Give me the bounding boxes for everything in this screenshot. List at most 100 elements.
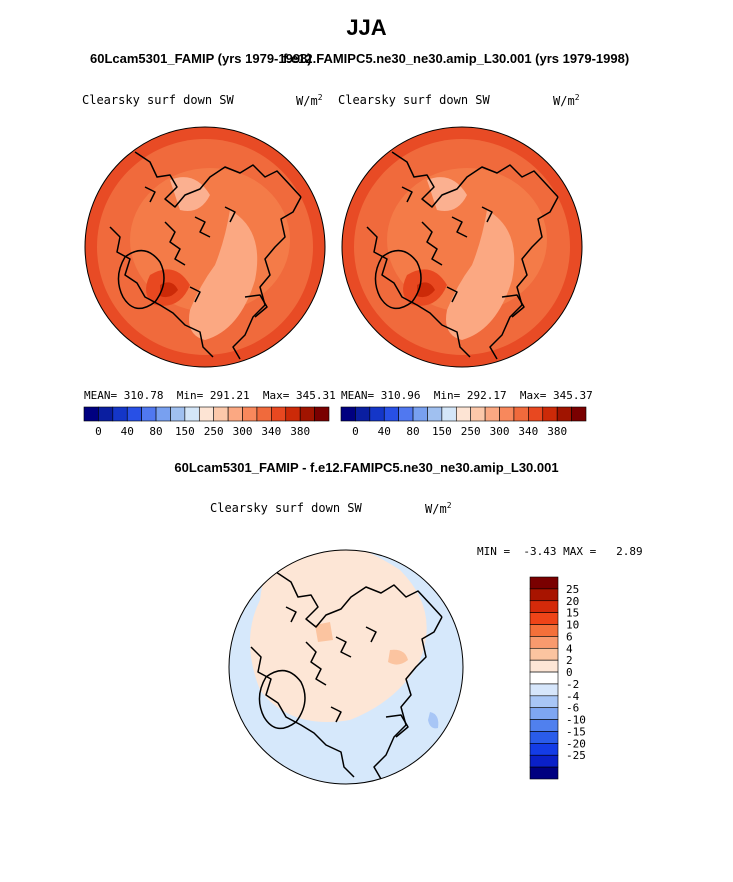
figure-title: JJA (346, 15, 387, 40)
colorbar-left-swatch (242, 406, 258, 422)
map-left (85, 127, 325, 367)
colorbar-diff-swatch (529, 600, 559, 613)
colorbar-right-swatch (484, 406, 500, 422)
panel-right-title: f.e12.FAMIPC5.ne30_ne30.amip_L30.001 (yr… (283, 51, 630, 66)
colorbar-left-swatch (314, 406, 330, 422)
diff-units: W/m2 (425, 501, 452, 516)
colorbar-diff-swatch (529, 731, 559, 744)
colorbar-left-swatch (126, 406, 142, 422)
colorbar-diff-swatch (529, 719, 559, 732)
colorbar-left-swatch (299, 406, 315, 422)
colorbar-left-swatch (285, 406, 301, 422)
colorbar-right-tick-label: 380 (547, 425, 567, 438)
colorbar-right-swatch (499, 406, 515, 422)
colorbar-diff-swatch (529, 612, 559, 625)
colorbar-diff-label: 4 (566, 642, 573, 655)
colorbar-left-swatch (227, 406, 243, 422)
colorbar-left-swatch (83, 406, 99, 422)
panel-right-variable: Clearsky surf down SW (338, 93, 490, 107)
colorbar-right-swatch (383, 406, 399, 422)
colorbar-diff-label: -25 (566, 749, 586, 762)
colorbar-right-tick-label: 80 (406, 425, 419, 438)
panel-left-variable: Clearsky surf down SW (82, 93, 234, 107)
colorbar-diff-label: -2 (566, 678, 579, 691)
colorbar-diff-swatch (529, 647, 559, 661)
colorbar-diff-swatch (529, 707, 559, 720)
colorbar-left-swatch (141, 406, 157, 422)
colorbar-right-swatch (398, 406, 414, 422)
colorbar-right-swatch (528, 406, 544, 422)
colorbar-diff-label: 0 (566, 666, 573, 679)
colorbar-right-tick-label: 250 (461, 425, 481, 438)
colorbar-left-tick-label: 80 (149, 425, 162, 438)
panel-left-units: W/m2 (296, 93, 323, 108)
panel-right-stats: MEAN= 310.96 Min= 292.17 Max= 345.37 (341, 389, 593, 402)
colorbar-diff-label: -15 (566, 725, 586, 738)
colorbar-right-swatch (427, 406, 443, 422)
colorbar-left-tick-label: 150 (175, 425, 195, 438)
colorbar-left-tick-label: 0 (95, 425, 102, 438)
colorbar-diff-label: -6 (566, 702, 579, 715)
panel-right-units: W/m2 (553, 93, 580, 108)
diff-variable: Clearsky surf down SW (210, 501, 362, 515)
colorbar-left-swatch (98, 406, 114, 422)
colorbar-diff-swatch (529, 671, 559, 685)
colorbar-left-swatch (112, 406, 128, 422)
colorbar-right-swatch (441, 406, 457, 422)
colorbar-right: 0 40 80 150 250 300 340 380 (340, 406, 587, 438)
colorbar-diff-swatch (529, 624, 559, 637)
colorbar-diff-swatch (529, 743, 559, 756)
colorbar-diff-label: 6 (566, 630, 573, 643)
colorbar-diff-label: -10 (566, 714, 586, 727)
colorbar-diff-swatch (529, 766, 559, 780)
colorbar-left-tick-label: 380 (290, 425, 310, 438)
colorbar-right-tick-label: 150 (432, 425, 452, 438)
colorbar-right-swatch (369, 406, 385, 422)
colorbar-right-swatch (513, 406, 529, 422)
colorbar-right-swatch (340, 406, 356, 422)
colorbar-diff-label: -20 (566, 737, 586, 750)
colorbar-right-tick-label: 0 (352, 425, 359, 438)
colorbar-left-tick-label: 250 (204, 425, 224, 438)
colorbar-right-tick-label: 340 (518, 425, 538, 438)
colorbar-diff-swatch (529, 636, 559, 649)
colorbar-right-swatch (470, 406, 486, 422)
colorbar-left-swatch (170, 406, 186, 422)
panel-left-stats: MEAN= 310.78 Min= 291.21 Max= 345.31 (84, 389, 336, 402)
colorbar-diff-label: -4 (566, 690, 580, 703)
colorbar-left-swatch (256, 406, 272, 422)
colorbar-left: 0 40 80 150 250 300 340 380 (83, 406, 330, 438)
colorbar-right-swatch (571, 406, 587, 422)
colorbar-left-swatch (198, 406, 215, 422)
colorbar-left-swatch (184, 406, 200, 422)
colorbar-left-tick-label: 40 (121, 425, 134, 438)
colorbar-right-swatch (355, 406, 371, 422)
colorbar-right-swatch (455, 406, 472, 422)
colorbar-diff-label: 15 (566, 607, 579, 620)
colorbar-left-tick-label: 300 (233, 425, 253, 438)
colorbar-diff-label: 20 (566, 595, 579, 608)
colorbar-diff-swatch (529, 683, 559, 697)
colorbar-left-swatch (213, 406, 229, 422)
colorbar-diff-label: 10 (566, 619, 579, 632)
colorbar-diff-swatch (529, 754, 559, 768)
colorbar-diff-swatch (529, 576, 559, 590)
colorbar-diff-label: 25 (566, 583, 579, 596)
colorbar-left-swatch (155, 406, 171, 422)
colorbar-diff-swatch (529, 659, 559, 673)
colorbar-right-swatch (556, 406, 572, 422)
colorbar-right-swatch (542, 406, 558, 422)
colorbar-diff-swatch (529, 695, 559, 709)
panel-left-title: 60Lcam5301_FAMIP (yrs 1979-1998) (90, 51, 312, 66)
colorbar-right-tick-label: 300 (490, 425, 510, 438)
map-right (342, 127, 582, 367)
colorbar-right-swatch (412, 406, 428, 422)
colorbar-right-tick-label: 40 (378, 425, 391, 438)
colorbar-diff-swatch (529, 588, 559, 602)
colorbar-left-swatch (271, 406, 287, 422)
map-diff (229, 550, 463, 784)
diff-minmax: MIN = -3.43 MAX = 2.89 (477, 545, 643, 558)
colorbar-left-tick-label: 340 (261, 425, 281, 438)
